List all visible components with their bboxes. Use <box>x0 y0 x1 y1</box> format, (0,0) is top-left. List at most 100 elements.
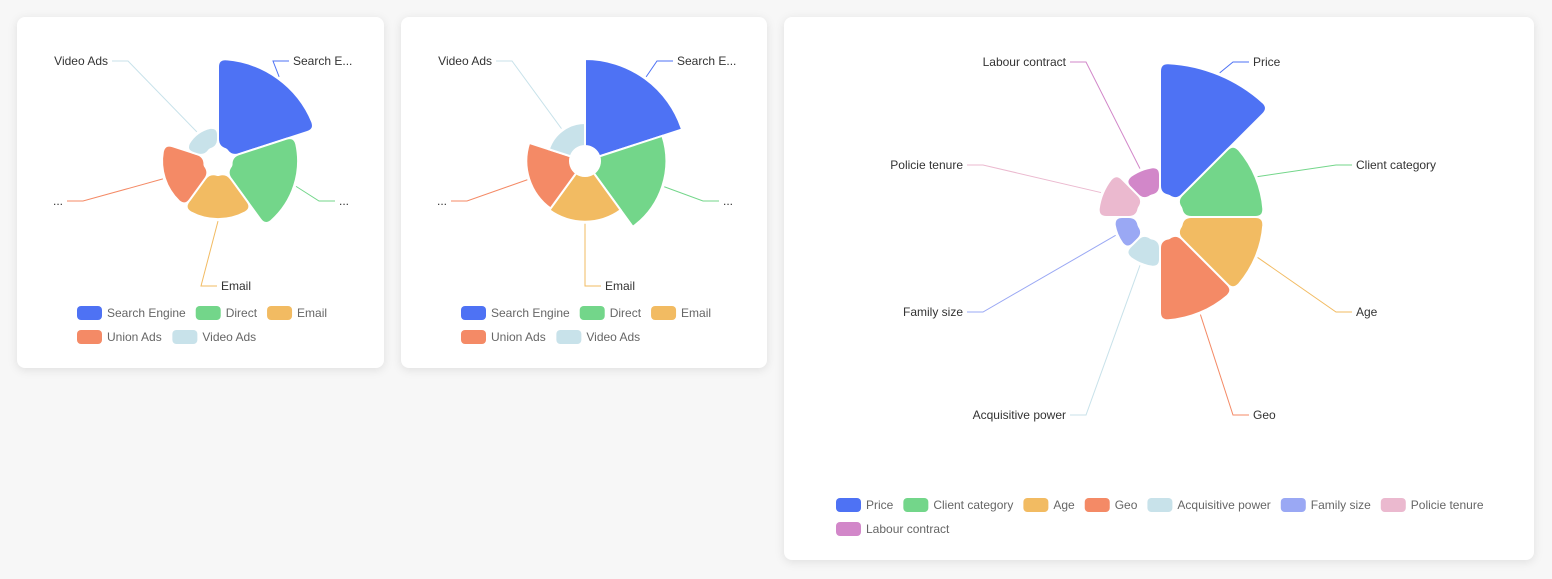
rose-sector-5[interactable] <box>547 121 586 158</box>
legend-item-2[interactable]: Direct <box>579 306 642 320</box>
rose-sector-4[interactable] <box>525 141 580 211</box>
rose-sector-1[interactable] <box>584 57 684 158</box>
legend-swatch <box>77 330 102 344</box>
leader-line-1 <box>645 60 673 78</box>
slice-label-4: ... <box>53 194 63 208</box>
slice-label-4: Geo <box>1253 408 1276 422</box>
rose-sector-4[interactable] <box>161 144 209 205</box>
legend-swatch <box>1084 498 1110 512</box>
legend-swatch <box>1380 498 1406 512</box>
legend-item-5[interactable]: Video Ads <box>556 330 640 344</box>
legend-label: Policie tenure <box>1411 498 1484 512</box>
legend-label: Union Ads <box>491 330 546 344</box>
legend-item-1[interactable]: Search Engine <box>77 306 186 320</box>
legend-swatch <box>903 498 929 512</box>
legend-swatch <box>77 306 102 320</box>
rose-sector-1[interactable] <box>217 58 314 156</box>
legend-label: Price <box>866 498 894 512</box>
leader-line-4 <box>1199 314 1249 416</box>
legend-swatch <box>579 306 605 320</box>
leader-line-3 <box>200 221 219 287</box>
leader-line-4 <box>67 178 164 202</box>
legend-swatch <box>172 330 198 344</box>
legend-swatch <box>1147 498 1173 512</box>
legend-swatch <box>461 306 486 320</box>
legend-swatch <box>651 306 677 320</box>
rose-chart-3: Price Client category Age Geo Acquisitive po… <box>836 55 1484 536</box>
leader-line-5 <box>1070 265 1141 416</box>
legend-item-4[interactable]: Geo <box>1084 498 1138 512</box>
legend-label: Family size <box>1311 498 1371 512</box>
legend-swatch <box>195 306 221 320</box>
legend-item-3[interactable]: Email <box>267 306 327 320</box>
legend-swatch <box>1023 498 1049 512</box>
rose-sector-1[interactable] <box>1159 62 1267 200</box>
legend-swatch <box>1280 498 1306 512</box>
slice-label-1: Search E... <box>677 54 736 68</box>
legend-label: Age <box>1053 498 1075 512</box>
slice-label-1: Search E... <box>293 54 352 68</box>
legend-swatch <box>461 330 486 344</box>
slice-label-1: Price <box>1253 55 1281 69</box>
legend-item-6[interactable]: Family size <box>1280 498 1371 512</box>
legend-item-1[interactable]: Search Engine <box>461 306 570 320</box>
legend-item-3[interactable]: Email <box>651 306 711 320</box>
legend-swatch <box>836 498 861 512</box>
legend-item-2[interactable]: Direct <box>195 306 258 320</box>
rose-chart-1: Search E...... Email... Video Ads Search En… <box>53 54 352 344</box>
legend-label: Email <box>297 306 327 320</box>
legend-item-3[interactable]: Age <box>1023 498 1075 512</box>
slice-label-5: Video Ads <box>438 54 492 68</box>
slice-label-7: Policie tenure <box>890 158 963 172</box>
legend-label: Client category <box>933 498 1013 512</box>
slice-label-6: Family size <box>903 305 963 319</box>
leader-line-8 <box>1070 61 1141 169</box>
rose-sector-2[interactable] <box>592 134 668 229</box>
legend-item-5[interactable]: Acquisitive power <box>1147 498 1271 512</box>
legend-label: Acquisitive power <box>1177 498 1270 512</box>
slice-label-3: Email <box>605 279 635 293</box>
slice-label-3: Email <box>221 279 251 293</box>
legend-item-2[interactable]: Client category <box>903 498 1013 512</box>
legend-label: Search Engine <box>491 306 570 320</box>
legend-label: Email <box>681 306 711 320</box>
legend-label: Direct <box>610 306 642 320</box>
rose-sector-3[interactable] <box>548 170 624 223</box>
leader-line-3 <box>1257 257 1352 313</box>
slice-label-5: Video Ads <box>54 54 108 68</box>
rose-sector-4[interactable] <box>1159 234 1232 322</box>
leader-line-1 <box>272 60 289 78</box>
legend-item-4[interactable]: Union Ads <box>77 330 162 344</box>
leader-line-5 <box>112 60 198 133</box>
slice-label-5: Acquisitive power <box>973 408 1066 422</box>
legend-item-7[interactable]: Policie tenure <box>1380 498 1484 512</box>
leader-line-2 <box>295 185 335 202</box>
rose-chart-2: Search E...... Email... Video Ads Search En… <box>437 54 736 344</box>
legend-swatch <box>267 306 293 320</box>
leader-line-6 <box>967 234 1116 313</box>
legend-label: Union Ads <box>107 330 162 344</box>
legend-label: Video Ads <box>586 330 640 344</box>
legend-label: Labour contract <box>866 522 950 536</box>
legend-item-4[interactable]: Union Ads <box>461 330 546 344</box>
legend-label: Search Engine <box>107 306 186 320</box>
legend-item-8[interactable]: Labour contract <box>836 522 950 536</box>
chart-card-2: Search E...... Email... Video Ads Search En… <box>401 17 767 368</box>
rose-sector-8[interactable] <box>1126 166 1161 200</box>
legend-label: Direct <box>226 306 258 320</box>
rose-sector-2[interactable] <box>227 137 300 224</box>
legend-swatch <box>556 330 582 344</box>
legend-swatch <box>836 522 861 536</box>
legend-item-1[interactable]: Price <box>836 498 894 512</box>
slice-label-3: Age <box>1356 305 1378 319</box>
leader-line-7 <box>967 164 1102 194</box>
leader-line-2 <box>1257 164 1352 178</box>
leader-line-5 <box>496 60 562 129</box>
chart-card-3: Price Client category Age Geo Acquisitive po… <box>784 17 1534 560</box>
slice-label-2: ... <box>339 194 349 208</box>
leader-line-1 <box>1219 61 1249 74</box>
slice-label-2: ... <box>723 194 733 208</box>
rose-sector-5[interactable] <box>187 126 219 156</box>
slice-label-4: ... <box>437 194 447 208</box>
legend-item-5[interactable]: Video Ads <box>172 330 256 344</box>
